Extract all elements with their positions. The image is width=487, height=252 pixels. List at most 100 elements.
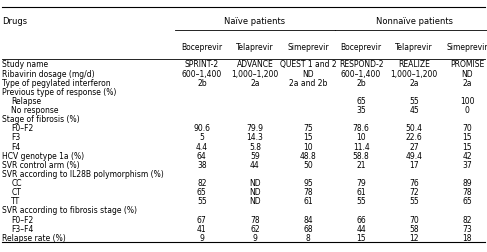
Text: 67: 67 bbox=[197, 215, 207, 224]
Text: 50: 50 bbox=[303, 160, 313, 169]
Text: Nonnaïve patients: Nonnaïve patients bbox=[375, 17, 453, 26]
Text: ND: ND bbox=[462, 69, 473, 78]
Text: 95: 95 bbox=[303, 178, 313, 187]
Text: Boceprevir: Boceprevir bbox=[340, 43, 382, 52]
Text: 15: 15 bbox=[356, 233, 366, 242]
Text: 73: 73 bbox=[462, 224, 472, 233]
Text: CC: CC bbox=[11, 178, 22, 187]
Text: 55: 55 bbox=[197, 197, 207, 206]
Text: 600–1,400: 600–1,400 bbox=[341, 69, 381, 78]
Text: 1,000–1,200: 1,000–1,200 bbox=[391, 69, 438, 78]
Text: 41: 41 bbox=[197, 224, 206, 233]
Text: HCV genotype 1a (%): HCV genotype 1a (%) bbox=[2, 151, 85, 160]
Text: PROMISE: PROMISE bbox=[450, 60, 485, 69]
Text: 2b: 2b bbox=[197, 78, 206, 87]
Text: Telaprevir: Telaprevir bbox=[236, 43, 274, 52]
Text: Stage of fibrosis (%): Stage of fibrosis (%) bbox=[2, 115, 80, 124]
Text: 2a: 2a bbox=[463, 78, 472, 87]
Text: 64: 64 bbox=[197, 151, 207, 160]
Text: 27: 27 bbox=[410, 142, 419, 151]
Text: No response: No response bbox=[11, 106, 59, 115]
Text: 37: 37 bbox=[462, 160, 472, 169]
Text: 12: 12 bbox=[410, 233, 419, 242]
Text: 82: 82 bbox=[197, 178, 206, 187]
Text: ADVANCE: ADVANCE bbox=[237, 60, 273, 69]
Text: ND: ND bbox=[249, 187, 261, 196]
Text: 65: 65 bbox=[197, 187, 207, 196]
Text: 70: 70 bbox=[462, 124, 472, 133]
Text: 5.8: 5.8 bbox=[249, 142, 261, 151]
Text: 15: 15 bbox=[463, 142, 472, 151]
Text: 75: 75 bbox=[303, 124, 313, 133]
Text: SPRINT-2: SPRINT-2 bbox=[185, 60, 219, 69]
Text: 55: 55 bbox=[409, 97, 419, 106]
Text: 21: 21 bbox=[356, 160, 366, 169]
Text: 2a: 2a bbox=[250, 78, 260, 87]
Text: 78.6: 78.6 bbox=[353, 124, 370, 133]
Text: 65: 65 bbox=[462, 197, 472, 206]
Text: 4.4: 4.4 bbox=[196, 142, 208, 151]
Text: 8: 8 bbox=[306, 233, 310, 242]
Text: F4: F4 bbox=[11, 142, 20, 151]
Text: 90.6: 90.6 bbox=[193, 124, 210, 133]
Text: 84: 84 bbox=[303, 215, 313, 224]
Text: 10: 10 bbox=[356, 133, 366, 142]
Text: 79: 79 bbox=[356, 178, 366, 187]
Text: 1,000–1,200: 1,000–1,200 bbox=[231, 69, 279, 78]
Text: Naïve patients: Naïve patients bbox=[225, 17, 285, 26]
Text: 11.4: 11.4 bbox=[353, 142, 370, 151]
Text: 42: 42 bbox=[463, 151, 472, 160]
Text: 15: 15 bbox=[303, 133, 313, 142]
Text: REALIZE: REALIZE bbox=[398, 60, 430, 69]
Text: TT: TT bbox=[11, 197, 20, 206]
Text: Ribavirin dosage (mg/d): Ribavirin dosage (mg/d) bbox=[2, 69, 95, 78]
Text: Simeprevir: Simeprevir bbox=[287, 43, 329, 52]
Text: 9: 9 bbox=[199, 233, 205, 242]
Text: 82: 82 bbox=[463, 215, 472, 224]
Text: Type of pegylated interferon: Type of pegylated interferon bbox=[2, 78, 111, 87]
Text: 55: 55 bbox=[409, 197, 419, 206]
Text: 72: 72 bbox=[410, 187, 419, 196]
Text: SVR according to fibrosis stage (%): SVR according to fibrosis stage (%) bbox=[2, 206, 137, 215]
Text: 78: 78 bbox=[463, 187, 472, 196]
Text: SVR control arm (%): SVR control arm (%) bbox=[2, 160, 80, 169]
Text: RESPOND-2: RESPOND-2 bbox=[339, 60, 383, 69]
Text: 0: 0 bbox=[465, 106, 470, 115]
Text: 50.4: 50.4 bbox=[406, 124, 423, 133]
Text: 2a and 2b: 2a and 2b bbox=[289, 78, 327, 87]
Text: F0–F2: F0–F2 bbox=[11, 124, 34, 133]
Text: QUEST 1 and 2: QUEST 1 and 2 bbox=[280, 60, 337, 69]
Text: 78: 78 bbox=[250, 215, 260, 224]
Text: 18: 18 bbox=[463, 233, 472, 242]
Text: Previous type of response (%): Previous type of response (%) bbox=[2, 87, 117, 97]
Text: 61: 61 bbox=[303, 197, 313, 206]
Text: 100: 100 bbox=[460, 97, 474, 106]
Text: 2a: 2a bbox=[410, 78, 419, 87]
Text: F3: F3 bbox=[11, 133, 20, 142]
Text: 38: 38 bbox=[197, 160, 206, 169]
Text: 44: 44 bbox=[250, 160, 260, 169]
Text: Study name: Study name bbox=[2, 60, 49, 69]
Text: 49.4: 49.4 bbox=[406, 151, 423, 160]
Text: 66: 66 bbox=[356, 215, 366, 224]
Text: 48.8: 48.8 bbox=[300, 151, 317, 160]
Text: 15: 15 bbox=[463, 133, 472, 142]
Text: Telaprevir: Telaprevir bbox=[395, 43, 433, 52]
Text: ND: ND bbox=[249, 178, 261, 187]
Text: 59: 59 bbox=[250, 151, 260, 160]
Text: 62: 62 bbox=[250, 224, 260, 233]
Text: 22.6: 22.6 bbox=[406, 133, 423, 142]
Text: 61: 61 bbox=[356, 187, 366, 196]
Text: 10: 10 bbox=[303, 142, 313, 151]
Text: 89: 89 bbox=[463, 178, 472, 187]
Text: 44: 44 bbox=[356, 224, 366, 233]
Text: Boceprevir: Boceprevir bbox=[181, 43, 223, 52]
Text: CT: CT bbox=[11, 187, 21, 196]
Text: 17: 17 bbox=[410, 160, 419, 169]
Text: 70: 70 bbox=[409, 215, 419, 224]
Text: 76: 76 bbox=[409, 178, 419, 187]
Text: Simeprevir: Simeprevir bbox=[447, 43, 487, 52]
Text: ND: ND bbox=[249, 197, 261, 206]
Text: Drugs: Drugs bbox=[2, 17, 28, 26]
Text: 65: 65 bbox=[356, 97, 366, 106]
